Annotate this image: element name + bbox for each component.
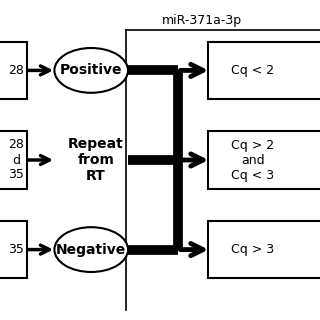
Text: miR-371a-3p: miR-371a-3p [162, 14, 242, 28]
FancyBboxPatch shape [0, 131, 27, 189]
Text: Cq > 2
and
Cq < 3: Cq > 2 and Cq < 3 [231, 139, 274, 181]
Text: Positive: Positive [60, 63, 123, 77]
Text: Cq > 3: Cq > 3 [231, 243, 274, 256]
Text: 35: 35 [8, 243, 24, 256]
FancyBboxPatch shape [208, 221, 320, 278]
FancyBboxPatch shape [208, 42, 320, 99]
Text: Negative: Negative [56, 243, 126, 257]
Ellipse shape [54, 227, 128, 272]
FancyBboxPatch shape [208, 131, 320, 189]
FancyBboxPatch shape [0, 221, 27, 278]
Text: 28
d
35: 28 d 35 [8, 139, 24, 181]
Text: 28: 28 [8, 64, 24, 77]
Text: Cq < 2: Cq < 2 [231, 64, 274, 77]
Text: Repeat
from
RT: Repeat from RT [68, 137, 124, 183]
Ellipse shape [54, 48, 128, 93]
FancyBboxPatch shape [0, 42, 27, 99]
